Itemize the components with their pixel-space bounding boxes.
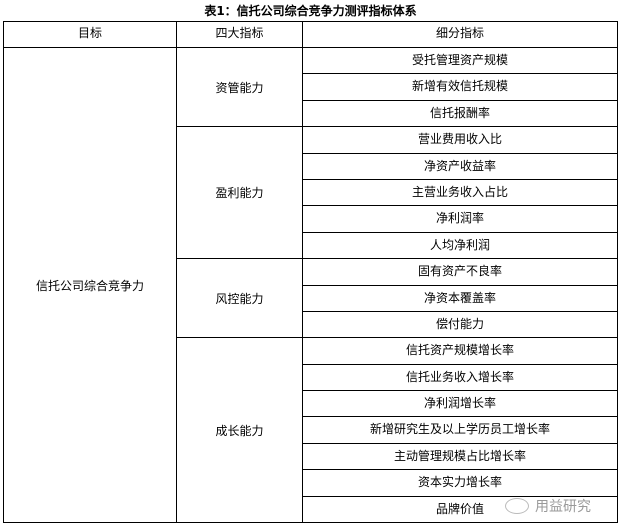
sub-indicator-cell: 新增有效信托规模 (302, 73, 618, 101)
table-row: 成长能力 信托资产规模增长率 (4, 337, 618, 524)
table-row: 新增研究生及以上学历员工增长率 (4, 416, 618, 444)
table-row: 风控能力 固有资产不良率 (4, 258, 618, 339)
sub-indicator-cell: 净资产收益率 (302, 152, 618, 180)
sub-indicator-cell: 品牌价值 (302, 495, 618, 524)
watermark-text: 用益研究 (535, 499, 591, 515)
sub-indicator-cell: 人均净利润 (302, 231, 618, 260)
category-cell: 风控能力 (176, 258, 303, 339)
table-row: 主营业务收入占比 (4, 178, 618, 207)
table-row: 品牌价值 (4, 495, 618, 524)
sub-indicator-cell: 新增研究生及以上学历员工增长率 (302, 416, 618, 444)
table-row: 新增有效信托规模 (4, 73, 618, 101)
sub-indicator-cell: 主动管理规模占比增长率 (302, 442, 618, 471)
header-goal: 目标 (3, 21, 177, 48)
sub-indicator-cell: 净利润率 (302, 205, 618, 233)
goal-cell: 信托公司综合竞争力 (3, 46, 177, 524)
sub-indicator-cell: 净利润增长率 (302, 390, 618, 418)
sub-indicator-cell: 偿付能力 (302, 310, 618, 339)
watermark: 用益研究 (505, 496, 591, 516)
sub-indicator-cell: 资本实力增长率 (302, 469, 618, 497)
table-title: 表1：信托公司综合竞争力测评指标体系 (204, 4, 417, 18)
indicator-table: 目标 四大指标 细分指标 信托公司综合竞争力 资管能力 受托管理资产规模 新增有效信托… (3, 21, 618, 524)
sub-indicator-cell: 信托报酬率 (302, 99, 618, 128)
category-cell: 资管能力 (176, 46, 303, 128)
table-row: 净资本覆盖率 (4, 284, 618, 312)
table-row: 信托业务收入增长率 (4, 363, 618, 392)
table-row: 信托公司综合竞争力 资管能力 受托管理资产规模 (3, 46, 618, 524)
sub-indicator-cell: 营业费用收入比 (302, 126, 618, 154)
table-row: 净利润增长率 (4, 390, 618, 418)
table-row: 偿付能力 (4, 310, 618, 339)
sub-indicator-cell: 信托业务收入增长率 (302, 363, 618, 392)
sub-indicator-cell: 信托资产规模增长率 (302, 337, 618, 365)
sub-indicator-cell: 主营业务收入占比 (302, 178, 618, 207)
sub-indicator-cell: 受托管理资产规模 (302, 46, 618, 75)
category-cell: 成长能力 (176, 337, 303, 524)
table-row: 净利润率 (4, 205, 618, 233)
header-category: 四大指标 (176, 21, 303, 48)
sub-indicator-cell: 固有资产不良率 (302, 258, 618, 286)
header-sub-indicator: 细分指标 (302, 21, 618, 48)
table-row: 人均净利润 (4, 231, 618, 260)
category-cell: 盈利能力 (176, 126, 303, 260)
wechat-icon (505, 498, 529, 514)
sub-indicator-cell: 净资本覆盖率 (302, 284, 618, 312)
header-row: 目标 四大指标 细分指标 (3, 21, 618, 48)
table-row: 信托报酬率 (4, 99, 618, 128)
